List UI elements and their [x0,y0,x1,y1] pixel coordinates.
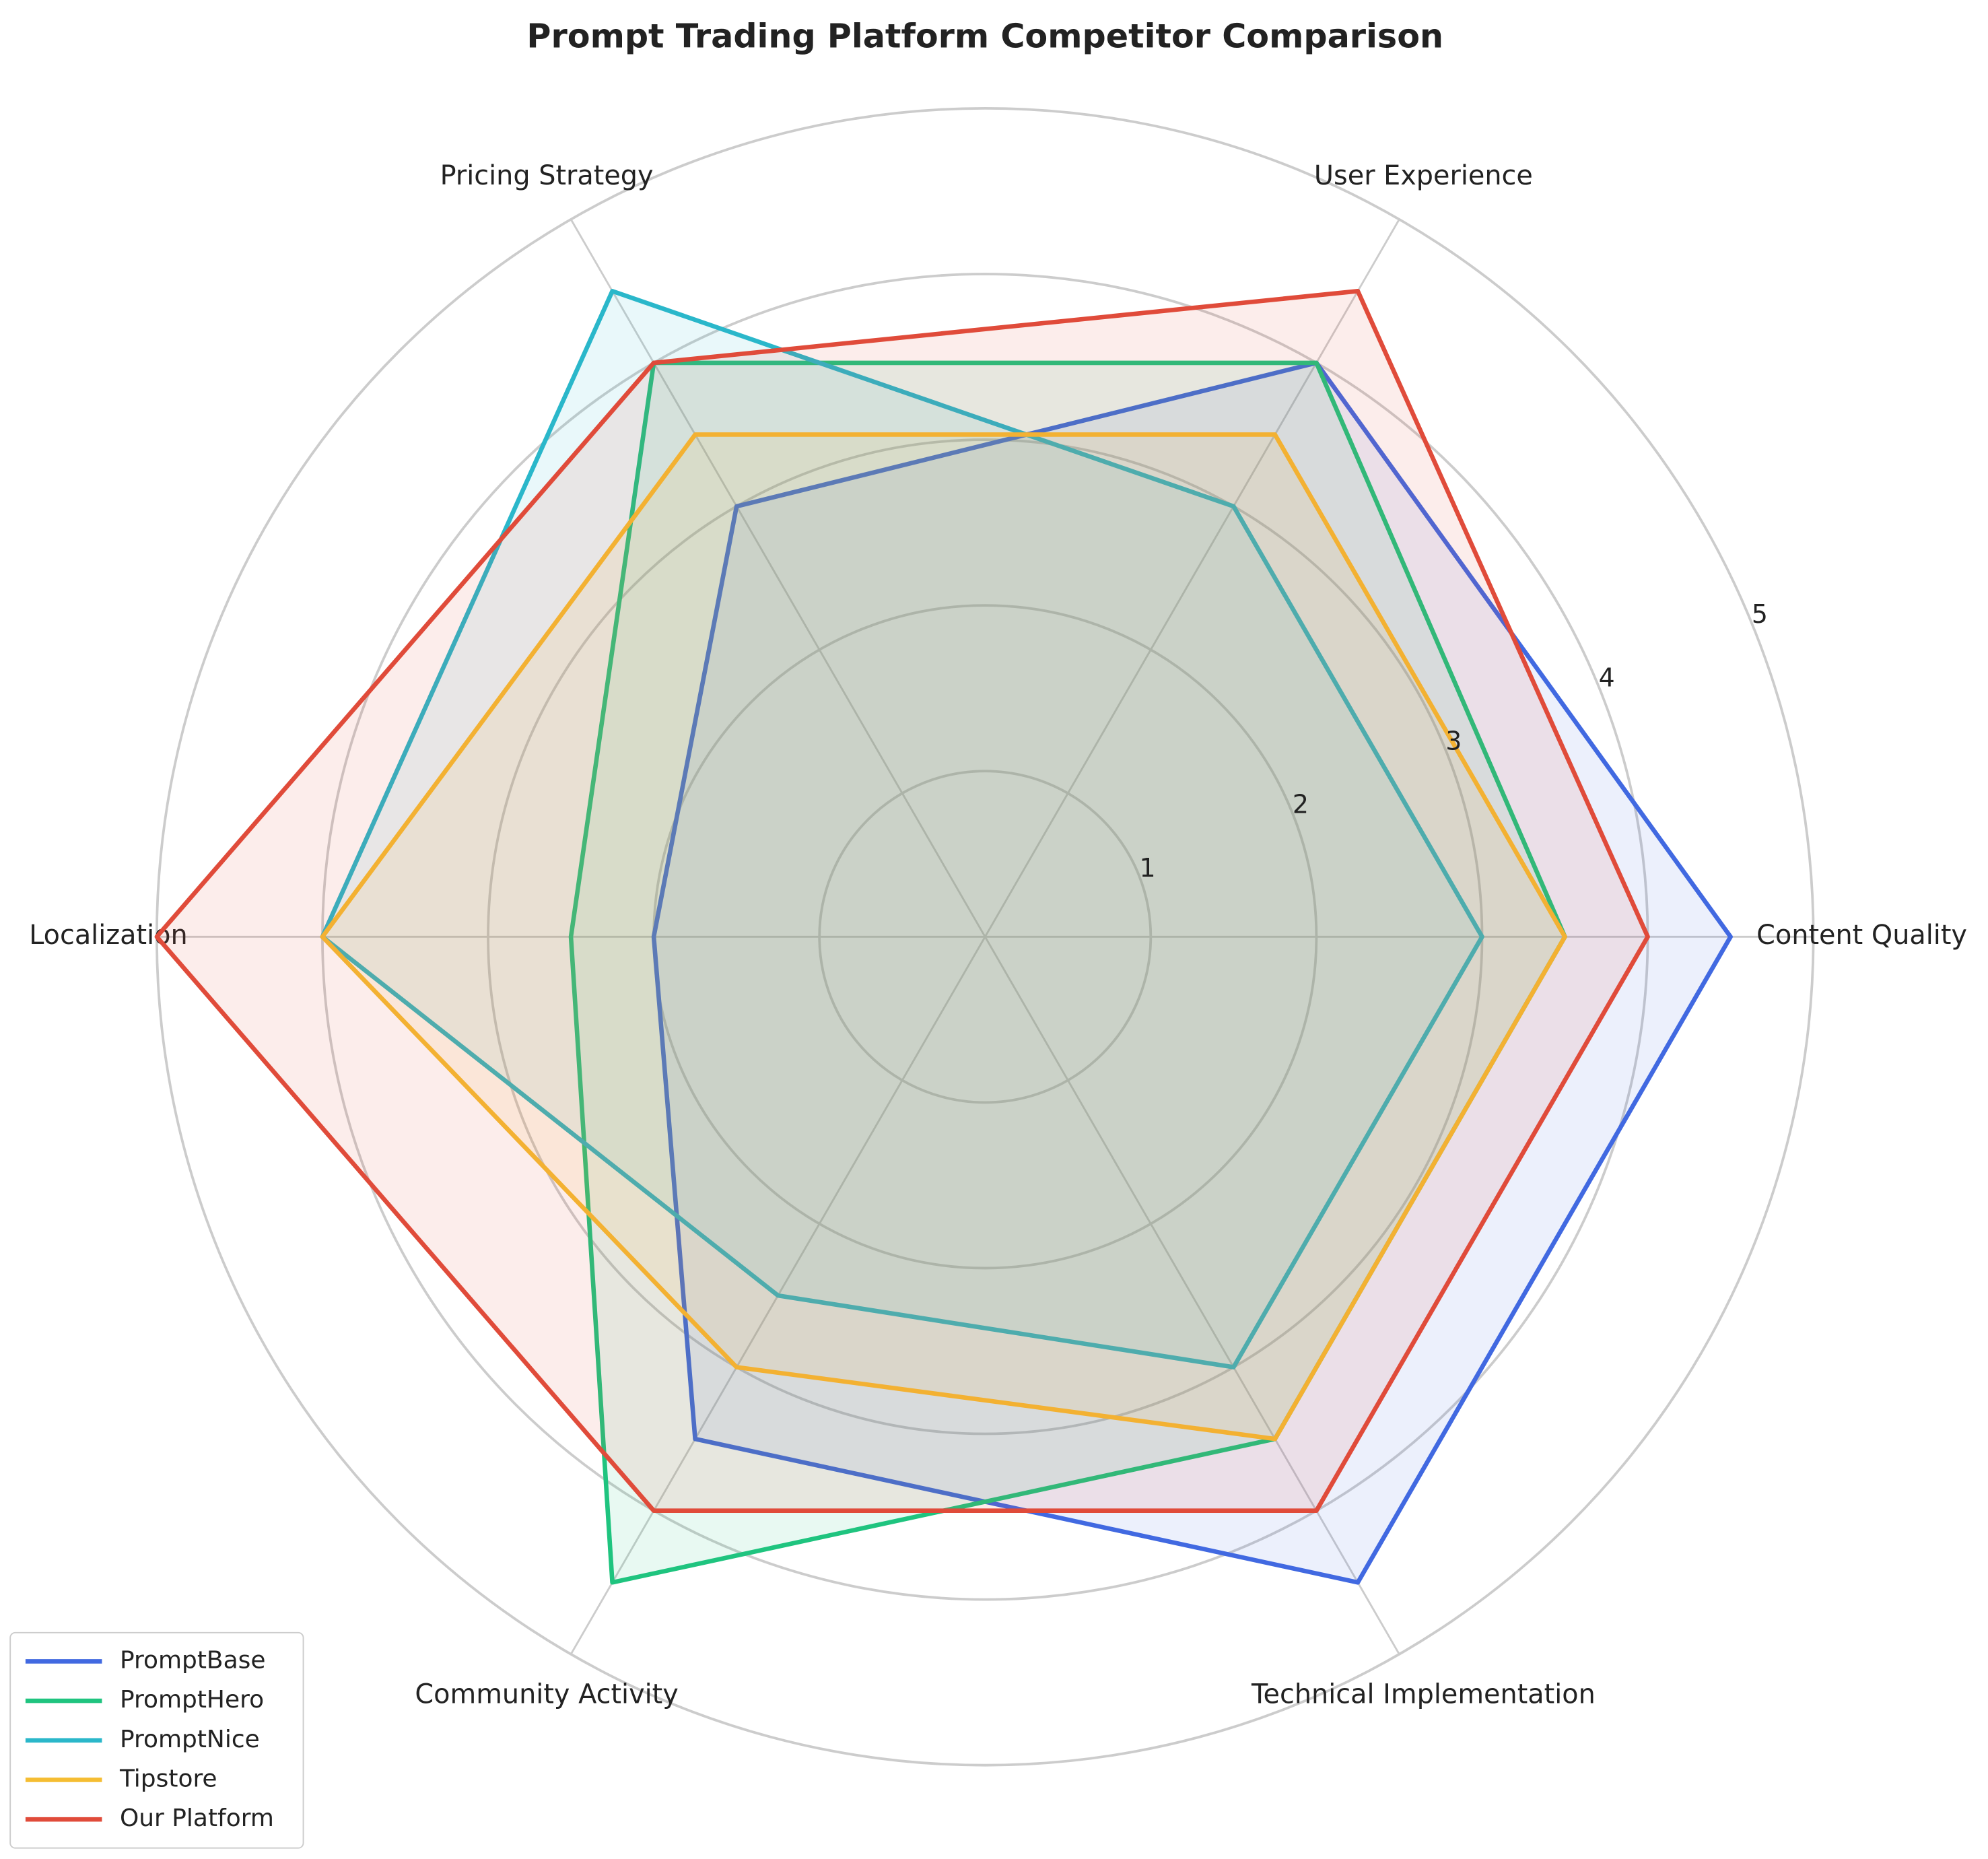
category-label: Pricing Strategy [440,160,654,191]
legend-label: PromptNice [120,1726,260,1753]
r-tick-label: 3 [1445,726,1462,755]
legend-label: Tipstore [119,1765,217,1792]
category-label: Technical Implementation [1251,1679,1596,1710]
r-tick-label: 2 [1293,790,1309,819]
legend: PromptBase PromptHero PromptNice Tipstore Ou… [9,1631,304,1849]
category-label: Localization [29,920,187,951]
category-label: User Experience [1314,160,1533,191]
legend-label: Our Platform [120,1804,274,1832]
r-tick-label: 4 [1599,663,1615,692]
spoke [570,219,986,937]
spoke [984,936,1400,1655]
r-tick-label: 1 [1140,853,1156,883]
legend-label: PromptHero [120,1686,264,1714]
category-label: Content Quality [1756,920,1967,951]
legend-label: PromptBase [120,1646,266,1674]
series-area [154,289,1650,1513]
chart-title: Prompt Trading Platform Competitor Compa… [526,16,1443,55]
spoke [984,219,1400,937]
r-tick-label: 5 [1752,599,1768,629]
category-label: Community Activity [415,1679,678,1710]
legend-box [9,1631,304,1849]
series-area [320,432,1567,1442]
